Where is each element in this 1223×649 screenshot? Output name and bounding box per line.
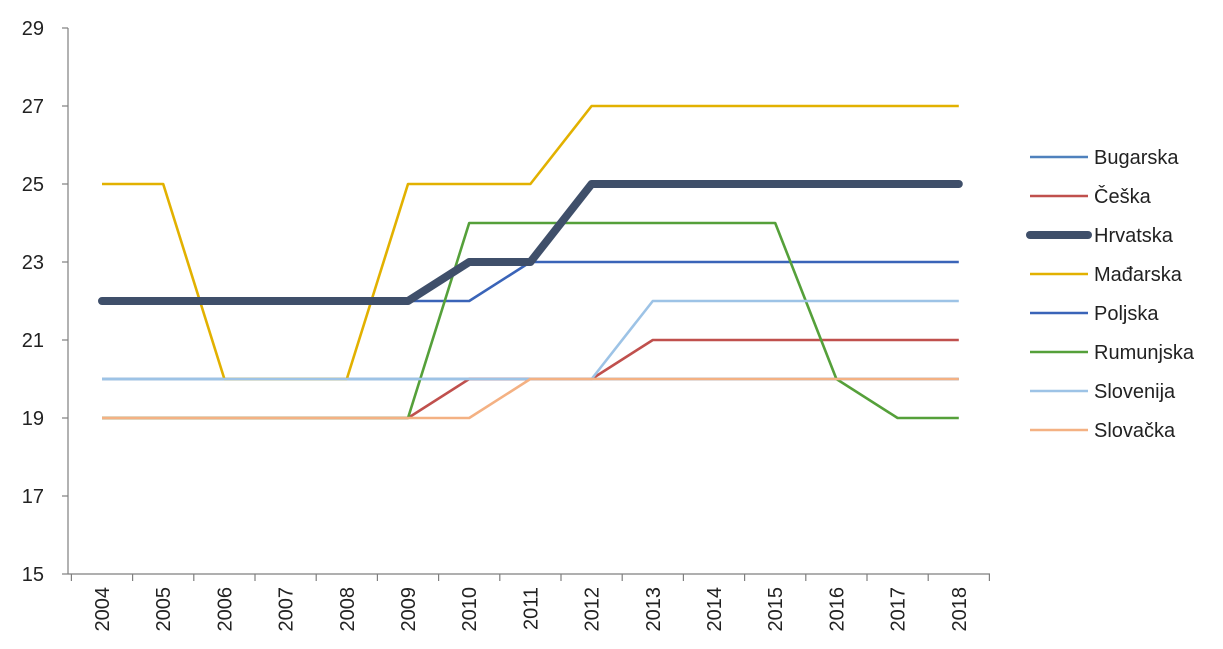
legend-item: Rumunjska: [1030, 342, 1195, 364]
y-tick-label: 19: [22, 408, 44, 430]
x-tick-label: 2006: [214, 587, 236, 632]
x-tick-label: 2015: [765, 587, 787, 632]
y-tick-label: 17: [22, 486, 44, 508]
legend-item: Hrvatska: [1026, 225, 1174, 247]
series-line-hrvatska: [98, 180, 963, 305]
legend-label: Poljska: [1094, 303, 1159, 325]
legend-label: Slovenija: [1094, 381, 1176, 403]
legend-label: Slovačka: [1094, 420, 1176, 442]
x-tick-label: 2011: [520, 587, 542, 630]
x-tick-label: 2007: [276, 587, 298, 632]
legend-item: Poljska: [1030, 303, 1159, 325]
x-tick-label: 2012: [582, 587, 604, 632]
legend-label: Bugarska: [1094, 147, 1179, 169]
legend-item: Češka: [1030, 185, 1152, 208]
legend-label: Mađarska: [1094, 264, 1183, 286]
axes: 15 17 19 21 23 25 27 29 2004 2005 2006 2007 2008 2009…: [22, 18, 991, 632]
x-tick-label: 2005: [153, 587, 175, 632]
series-line-poljska: [102, 260, 959, 303]
x-tick-label: 2009: [398, 587, 420, 632]
x-tick-label: 2016: [826, 587, 848, 632]
x-tick-label: 2013: [643, 587, 665, 632]
legend-label: Rumunjska: [1094, 342, 1195, 364]
legend-item: Bugarska: [1030, 147, 1179, 169]
x-tick-label: 2018: [949, 587, 971, 632]
legend-item: Slovenija: [1030, 381, 1176, 403]
x-tick-label: 2014: [704, 587, 726, 632]
x-tick-label: 2008: [337, 587, 359, 632]
series-line-rumunjska: [102, 221, 959, 420]
series-line-mađarska: [102, 104, 959, 381]
legend-item: Slovačka: [1030, 420, 1176, 442]
y-tick-label: 29: [22, 18, 44, 40]
series-lines: [98, 104, 963, 420]
legend-label: Češka: [1094, 185, 1152, 208]
legend-item: Mađarska: [1030, 264, 1183, 286]
y-tick-label: 23: [22, 252, 44, 274]
series-line-slovačka: [102, 377, 959, 420]
y-tick-label: 15: [22, 564, 44, 586]
legend: Bugarska Češka Hrvatska Mađarska Poljska Rumu…: [1026, 147, 1195, 442]
x-tick-label: 2010: [459, 587, 481, 632]
y-tick-label: 21: [22, 330, 44, 352]
x-tick-label: 2004: [92, 587, 114, 632]
legend-label: Hrvatska: [1094, 225, 1174, 247]
x-tick-label: 2017: [888, 587, 910, 632]
y-tick-label: 25: [22, 174, 44, 196]
y-tick-label: 27: [22, 96, 44, 118]
